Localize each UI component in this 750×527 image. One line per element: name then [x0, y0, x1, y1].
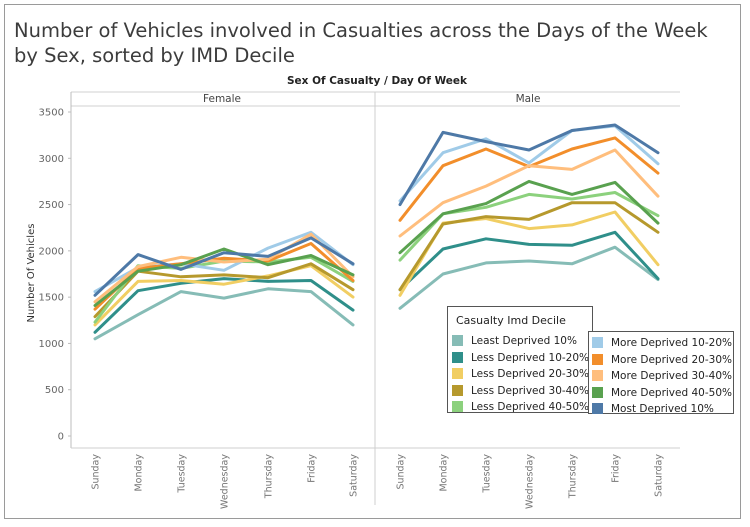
legend-swatch: [592, 337, 603, 348]
series-line-male-0: [398, 245, 660, 310]
series-line-male-1: [398, 230, 660, 292]
legend-swatch: [592, 386, 603, 398]
series-line-female-9: [93, 236, 355, 297]
y-tick-label: 3500: [39, 108, 64, 119]
x-tick-label: Wednesday: [220, 454, 231, 509]
legend-label: More Deprived 40-50%: [611, 386, 732, 399]
series-line-female-7: [93, 232, 355, 304]
header-title: Sex Of Casualty / Day Of Week: [287, 75, 468, 87]
x-tick-label: Sunday: [396, 454, 407, 490]
series-line-male-8: [398, 179, 660, 255]
legend-swatch: [452, 401, 463, 412]
x-tick-label: Tuesday: [177, 454, 188, 494]
legend-continued: More Deprived 10-20% More Deprived 20-30%…: [588, 331, 734, 415]
x-tick-label: Friday: [307, 454, 318, 483]
series-line-female-8: [93, 247, 355, 307]
legend: Casualty Imd Decile Least Deprived 10% Le…: [447, 306, 593, 413]
legend-label: Less Deprived 10-20%: [471, 351, 590, 364]
legend-title: Casualty Imd Decile: [456, 314, 566, 327]
legend-label: Less Deprived 20-30%: [471, 368, 590, 380]
axes-layer: 0 500 1000 1500 2000 2500 3000 3500: [39, 91, 680, 505]
series-layer: [93, 123, 660, 341]
legend-swatch: [452, 368, 463, 379]
series-line-female-1: [93, 277, 355, 334]
legend-swatch: [592, 370, 603, 381]
y-tick-label: 0: [58, 432, 64, 443]
legend-swatch: [592, 403, 603, 414]
x-tick-label: Tuesday: [482, 454, 493, 494]
legend-swatch: [452, 335, 463, 346]
legend-label: Least Deprived 10%: [471, 335, 577, 347]
series-line-male-9: [398, 123, 660, 207]
y-axis-label: Number Of Vehicles: [26, 224, 37, 323]
legend-swatch: [452, 384, 463, 396]
series-line-male-3: [398, 201, 660, 292]
legend-label: More Deprived 20-30%: [611, 353, 732, 366]
x-tick-label: Saturday: [654, 454, 665, 497]
legend-label: Most Deprived 10%: [611, 403, 714, 415]
panel-header-female: Female: [203, 93, 241, 105]
y-tick-label: 1000: [39, 339, 64, 350]
x-tick-label: Wednesday: [525, 454, 536, 509]
x-tick-label: Thursday: [568, 454, 579, 500]
panel-header-male: Male: [516, 93, 541, 105]
y-tick-label: 1500: [39, 293, 64, 304]
legend-label: Less Deprived 40-50%: [471, 401, 590, 413]
x-tick-label: Monday: [439, 454, 450, 492]
legend-swatch: [592, 353, 603, 365]
legend-label: Less Deprived 30-40%: [471, 384, 590, 397]
y-tick-label: 3000: [39, 154, 64, 165]
chart-frame: [4, 4, 741, 519]
series-line-female-0: [93, 287, 355, 341]
x-tick-label: Sunday: [91, 454, 102, 490]
y-tick-label: 2000: [39, 246, 64, 257]
series-line-female-2: [93, 264, 355, 327]
y-tick-label: 2500: [39, 200, 64, 211]
x-tick-label: Friday: [611, 454, 622, 483]
x-tick-label: Saturday: [349, 454, 360, 497]
x-tick-label: Thursday: [264, 454, 275, 500]
x-tick-layer: Sunday Monday Tuesday Wednesday Thursday Frid…: [91, 454, 665, 509]
legend-label: More Deprived 30-40%: [611, 370, 732, 382]
legend-swatch: [452, 351, 463, 363]
y-tick-label: 500: [45, 385, 64, 396]
series-line-male-7: [398, 148, 660, 238]
legend-label: More Deprived 10-20%: [611, 337, 732, 349]
x-tick-label: Monday: [134, 454, 145, 492]
chart-title: Number of Vehicles involved in Casualtie…: [14, 19, 708, 67]
